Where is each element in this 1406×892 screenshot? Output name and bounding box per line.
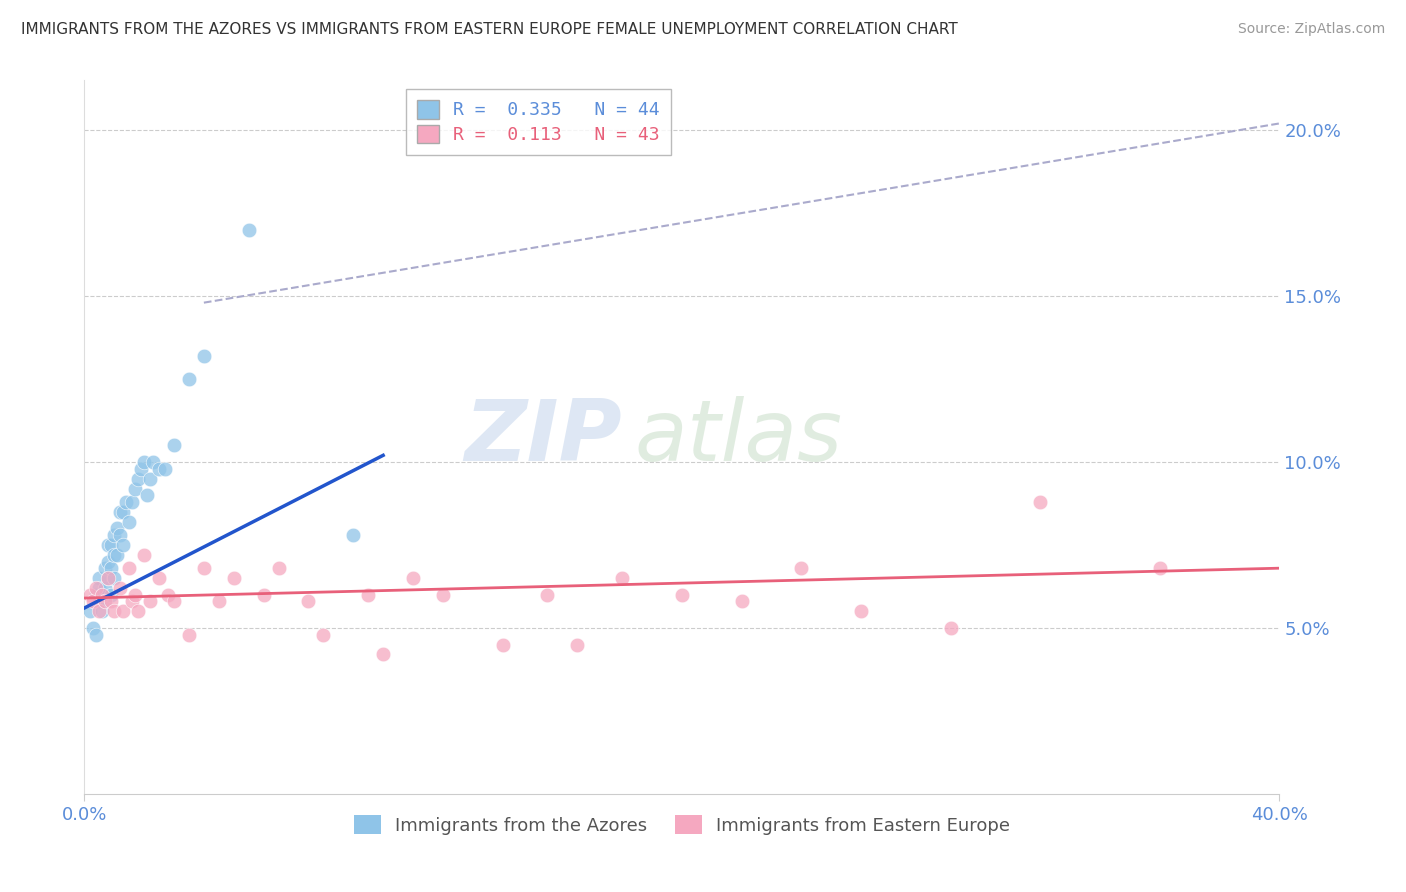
Point bbox=[110, 528, 132, 542]
Point bbox=[731, 594, 754, 608]
Point bbox=[163, 594, 186, 608]
Point bbox=[94, 594, 117, 608]
Point bbox=[86, 581, 108, 595]
Point bbox=[312, 627, 335, 641]
Point bbox=[115, 495, 138, 509]
Point bbox=[89, 594, 111, 608]
Point bbox=[94, 561, 117, 575]
Point bbox=[103, 528, 125, 542]
Point bbox=[94, 581, 117, 595]
Point bbox=[402, 571, 425, 585]
Point bbox=[103, 548, 125, 562]
Point bbox=[177, 627, 200, 641]
Text: ZIP: ZIP bbox=[464, 395, 623, 479]
Point bbox=[1029, 495, 1052, 509]
Legend: Immigrants from the Azores, Immigrants from Eastern Europe: Immigrants from the Azores, Immigrants f… bbox=[343, 805, 1021, 846]
Point bbox=[100, 538, 122, 552]
Point bbox=[163, 438, 186, 452]
Point bbox=[253, 588, 276, 602]
Point bbox=[112, 604, 135, 618]
Point bbox=[373, 648, 395, 662]
Point bbox=[432, 588, 454, 602]
Point bbox=[112, 505, 135, 519]
Point bbox=[790, 561, 813, 575]
Point bbox=[89, 581, 111, 595]
Point bbox=[124, 482, 146, 496]
Point bbox=[91, 588, 114, 602]
Point bbox=[121, 594, 143, 608]
Point bbox=[129, 461, 152, 475]
Point bbox=[357, 588, 380, 602]
Point bbox=[536, 588, 558, 602]
Point bbox=[177, 372, 200, 386]
Point bbox=[82, 621, 104, 635]
Point bbox=[132, 455, 156, 469]
Point bbox=[139, 594, 162, 608]
Point bbox=[100, 594, 122, 608]
Point bbox=[100, 588, 122, 602]
Point bbox=[86, 588, 108, 602]
Point bbox=[121, 495, 143, 509]
Point bbox=[851, 604, 873, 618]
Point bbox=[939, 621, 962, 635]
Point bbox=[97, 538, 120, 552]
Point bbox=[567, 638, 589, 652]
Point bbox=[112, 538, 135, 552]
Point bbox=[103, 604, 125, 618]
Point bbox=[105, 521, 128, 535]
Point bbox=[1149, 561, 1171, 575]
Point bbox=[86, 627, 108, 641]
Point bbox=[148, 461, 170, 475]
Point bbox=[79, 604, 101, 618]
Point bbox=[100, 561, 122, 575]
Point bbox=[492, 638, 515, 652]
Point bbox=[148, 571, 170, 585]
Point bbox=[297, 594, 319, 608]
Point bbox=[105, 548, 128, 562]
Point bbox=[612, 571, 634, 585]
Point bbox=[142, 455, 165, 469]
Point bbox=[238, 222, 260, 236]
Point bbox=[89, 604, 111, 618]
Point bbox=[118, 561, 141, 575]
Point bbox=[157, 588, 180, 602]
Point bbox=[153, 461, 176, 475]
Point bbox=[208, 594, 231, 608]
Text: atlas: atlas bbox=[634, 395, 842, 479]
Point bbox=[267, 561, 290, 575]
Point bbox=[91, 588, 114, 602]
Point bbox=[103, 571, 125, 585]
Point bbox=[110, 505, 132, 519]
Point bbox=[139, 472, 162, 486]
Text: Source: ZipAtlas.com: Source: ZipAtlas.com bbox=[1237, 22, 1385, 37]
Point bbox=[136, 488, 159, 502]
Point bbox=[127, 472, 149, 486]
Point bbox=[193, 349, 215, 363]
Point bbox=[127, 604, 149, 618]
Point bbox=[671, 588, 693, 602]
Point bbox=[132, 548, 156, 562]
Point bbox=[110, 581, 132, 595]
Point bbox=[97, 571, 120, 585]
Point bbox=[89, 571, 111, 585]
Point bbox=[94, 594, 117, 608]
Point bbox=[222, 571, 245, 585]
Point bbox=[79, 588, 101, 602]
Point bbox=[91, 604, 114, 618]
Point bbox=[82, 594, 104, 608]
Text: IMMIGRANTS FROM THE AZORES VS IMMIGRANTS FROM EASTERN EUROPE FEMALE UNEMPLOYMENT: IMMIGRANTS FROM THE AZORES VS IMMIGRANTS… bbox=[21, 22, 957, 37]
Point bbox=[124, 588, 146, 602]
Point bbox=[193, 561, 215, 575]
Point bbox=[342, 528, 364, 542]
Point bbox=[118, 515, 141, 529]
Point bbox=[97, 555, 120, 569]
Point bbox=[97, 571, 120, 585]
